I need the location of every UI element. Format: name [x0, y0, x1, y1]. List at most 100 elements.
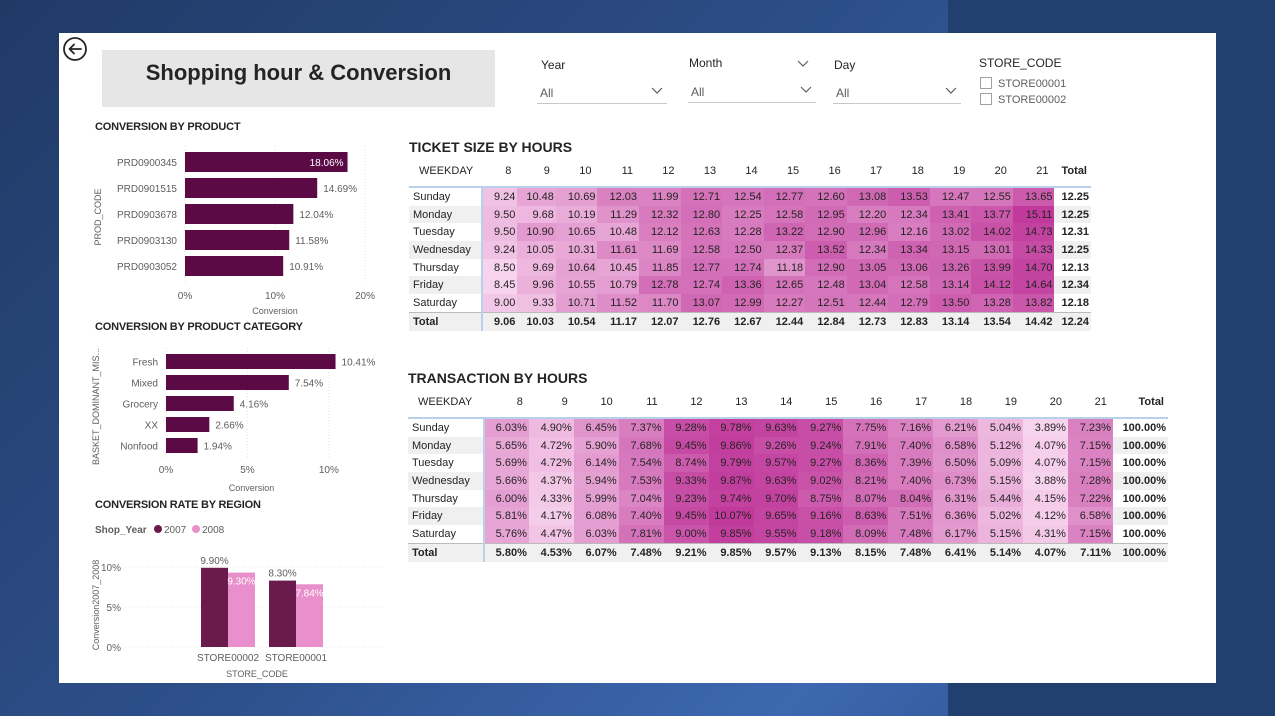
matrix-cell: 9.70% — [753, 489, 799, 508]
matrix-cell: 7.39% — [888, 454, 934, 473]
column-header[interactable]: 11 — [618, 386, 664, 419]
matrix-cell: 12.16 — [888, 223, 930, 242]
row-header: Monday — [408, 436, 485, 455]
column-header-total[interactable]: Total — [1054, 155, 1091, 188]
table-row: Tuesday 5.69% 4.72% 6.14% 7.54% 8.74% 9.79% 9.5… — [408, 454, 1168, 473]
column-header[interactable]: 17 — [846, 155, 889, 188]
matrix-cell: 7.68% — [618, 436, 664, 455]
column-header[interactable]: 12 — [639, 155, 681, 188]
column-header[interactable]: 14 — [722, 155, 764, 188]
matrix-cell: 9.24% — [798, 436, 844, 455]
matrix-cell: 11.61 — [597, 241, 639, 259]
column-total: 9.13% — [798, 542, 844, 562]
year-slicer-dropdown[interactable]: All — [537, 79, 667, 104]
category-label: Nonfood — [120, 442, 158, 453]
matrix-cell: 12.51 — [805, 294, 847, 313]
column-header[interactable]: 13 — [680, 155, 723, 188]
column-header[interactable]: 16 — [805, 155, 847, 188]
matrix-cell: 11.18 — [763, 258, 806, 277]
column-header[interactable]: 12 — [663, 386, 709, 419]
matrix-cell: 5.76% — [483, 525, 529, 544]
column-header[interactable]: 10 — [555, 155, 598, 188]
matrix-cell: 12.20 — [846, 205, 889, 224]
chart-title-conversion-by-region: CONVERSION RATE BY REGION — [95, 499, 261, 511]
row-total: 12.18 — [1061, 296, 1089, 309]
table-row: Friday 5.81% 4.17% 6.08% 7.40% 9.45% 10.07% 9.6… — [408, 507, 1168, 526]
checkbox[interactable] — [980, 93, 992, 105]
checkbox[interactable] — [980, 77, 992, 89]
matrix-cell: 9.86% — [708, 436, 754, 455]
matrix-cell: 7.15% — [1067, 525, 1113, 544]
data-label: 11.58% — [295, 236, 328, 247]
matrix-cell: 7.16% — [888, 418, 934, 437]
store-option-2[interactable]: STORE00002 — [980, 93, 1066, 106]
column-header[interactable]: 10 — [573, 386, 619, 419]
month-slicer-dropdown[interactable]: All — [688, 78, 816, 103]
x-tick-label: 20% — [355, 291, 375, 302]
column-header[interactable]: 9 — [528, 386, 574, 419]
matrix-cell: 11.29 — [597, 205, 639, 224]
back-arrow-circle-icon[interactable] — [62, 36, 88, 62]
data-label: 18.06% — [310, 158, 344, 169]
row-total: 100.00% — [1122, 421, 1166, 434]
matrix-cell: 8.45 — [481, 276, 518, 295]
matrix-cell: 13.15 — [929, 241, 972, 259]
column-header[interactable]: 13 — [708, 386, 754, 419]
matrix-cell: 9.00 — [481, 294, 518, 313]
column-header[interactable]: 18 — [933, 386, 979, 419]
matrix-cell: 12.99 — [722, 294, 764, 313]
store-option-1[interactable]: STORE00001 — [980, 77, 1066, 90]
bar — [185, 230, 290, 250]
column-header[interactable]: 21 — [1012, 155, 1055, 188]
column-header[interactable]: 15 — [763, 155, 806, 188]
matrix-cell: 12.96 — [846, 223, 889, 242]
matrix-cell: 12.77 — [680, 258, 723, 277]
matrix-cell: 12.58 — [763, 205, 806, 224]
column-header[interactable]: 19 — [978, 386, 1024, 419]
matrix-cell: 12.44 — [846, 294, 889, 313]
column-total: 4.07% — [1023, 542, 1068, 562]
matrix-cell: 9.50 — [481, 205, 518, 224]
column-header-total[interactable]: Total — [1112, 386, 1168, 419]
column-header[interactable]: 20 — [1023, 386, 1068, 419]
column-header[interactable]: 9 — [517, 155, 556, 188]
legend-title: Shop_Year — [95, 525, 147, 536]
matrix-cell: 13.28 — [971, 294, 1013, 313]
column-header[interactable]: WEEKDAY — [409, 155, 482, 188]
row-header: Wednesday — [409, 241, 483, 259]
conversion-by-product-chart: 0% 10% 20% PRD0900345 18.06% PRD0901515 14.69%… — [93, 146, 375, 316]
column-total: 7.48% — [888, 542, 934, 562]
category-label: PRD0903130 — [117, 236, 177, 247]
column-header[interactable]: 14 — [753, 386, 799, 419]
column-header[interactable]: 21 — [1067, 386, 1113, 419]
matrix-cell: 4.17% — [528, 507, 574, 526]
column-header[interactable]: 15 — [798, 386, 844, 419]
column-header[interactable]: 18 — [888, 155, 930, 188]
matrix-cell: 5.65% — [483, 436, 529, 455]
chevron-down-icon[interactable] — [797, 60, 809, 68]
table-row: Wednesday 5.66% 4.37% 5.94% 7.53% 9.33% 9.87% 9… — [408, 472, 1168, 490]
column-header[interactable]: 8 — [483, 386, 529, 419]
column-header[interactable]: 16 — [843, 386, 889, 419]
grand-total: 12.24 — [1054, 311, 1091, 331]
column-header[interactable]: 8 — [481, 155, 518, 188]
matrix-cell: 7.40% — [888, 472, 934, 490]
matrix-cell: 4.31% — [1023, 525, 1068, 544]
column-header[interactable]: 20 — [971, 155, 1013, 188]
matrix-cell: 9.74% — [708, 489, 754, 508]
matrix-cell: 12.32 — [639, 205, 681, 224]
row-header: Sunday — [409, 187, 483, 206]
row-total: 12.13 — [1061, 261, 1089, 274]
matrix-cell: 11.70 — [639, 294, 681, 313]
column-header[interactable]: 11 — [597, 155, 639, 188]
column-header[interactable]: 17 — [888, 386, 934, 419]
row-header: Friday — [408, 507, 485, 526]
column-header[interactable]: WEEKDAY — [408, 386, 484, 419]
category-label: STORE00001 — [265, 653, 328, 664]
bar — [228, 572, 255, 647]
matrix-cell: 12.03 — [597, 187, 639, 206]
column-header[interactable]: 19 — [929, 155, 972, 188]
matrix-cell: 4.07% — [1023, 436, 1068, 455]
day-slicer-dropdown[interactable]: All — [833, 79, 961, 104]
matrix-cell: 7.91% — [843, 436, 889, 455]
